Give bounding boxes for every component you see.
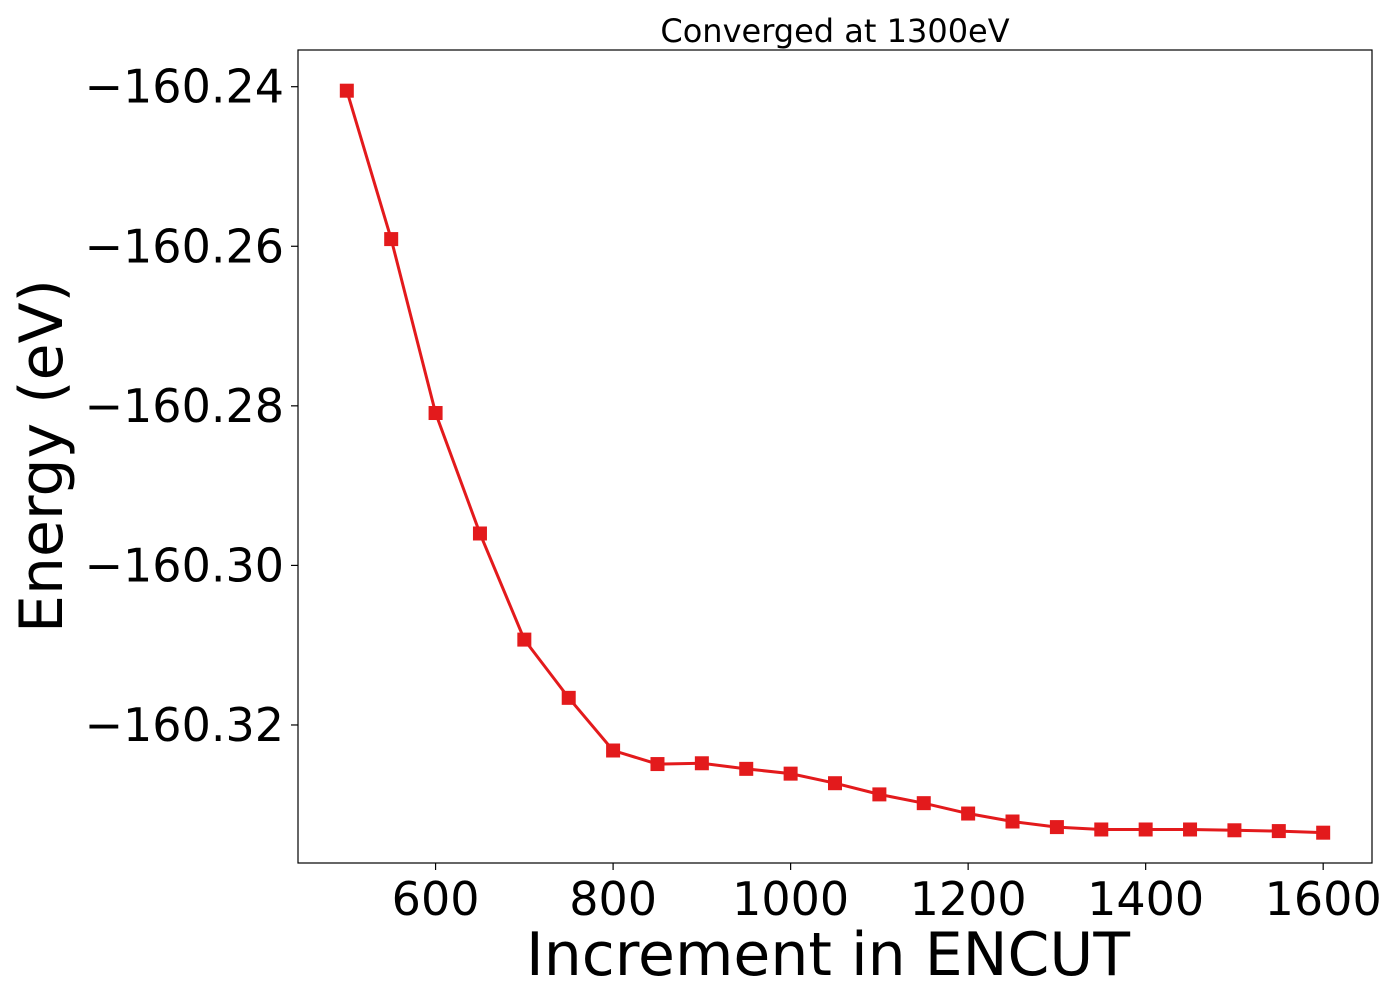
data-point-marker (428, 406, 443, 421)
data-point-marker (1094, 822, 1109, 837)
data-point-marker (694, 756, 709, 771)
chart-title: Converged at 1300eV (660, 12, 1009, 50)
data-point-marker (1138, 822, 1153, 837)
data-point-marker (472, 526, 487, 541)
y-tick-label: −160.32 (85, 698, 285, 752)
y-axis: −160.24 −160.26 −160.28 −160.30 −160.32 (85, 60, 298, 752)
x-tick-label: 1400 (1087, 872, 1204, 926)
data-point-marker (828, 776, 842, 791)
y-axis-label: Energy (eV) (7, 279, 77, 633)
data-point-marker (961, 806, 976, 821)
x-tick-label: 1600 (1265, 872, 1382, 926)
y-tick-label: −160.26 (85, 219, 285, 273)
series-line (345, 90, 1324, 835)
plot-area: −160.24 −160.26 −160.28 −160.30 −160.32 600 8… (85, 49, 1382, 926)
data-point-marker (916, 796, 931, 811)
y-tick-label: −160.30 (85, 538, 285, 592)
energy-series (339, 83, 1331, 840)
x-tick-label: 1000 (732, 872, 849, 926)
data-point-marker (561, 690, 576, 705)
data-point-marker (606, 743, 621, 758)
data-point-marker (517, 632, 532, 647)
data-point-marker (1183, 822, 1198, 837)
x-axis-label: Increment in ENCUT (526, 920, 1130, 990)
data-point-marker (384, 232, 399, 247)
data-point-marker (339, 83, 354, 98)
data-point-marker (1271, 824, 1286, 839)
data-point-marker (783, 766, 798, 781)
y-tick-label: −160.24 (85, 60, 285, 114)
x-tick-label: 600 (392, 872, 480, 926)
data-point-marker (1227, 823, 1242, 838)
y-tick-label: −160.28 (85, 379, 285, 433)
data-point-marker (1049, 820, 1064, 835)
data-point-marker (872, 787, 887, 802)
x-tick-label: 1200 (910, 872, 1027, 926)
data-point-marker (1005, 814, 1020, 829)
x-tick-label: 800 (569, 872, 657, 926)
plot-frame (297, 49, 1373, 864)
data-point-marker (739, 761, 754, 776)
x-axis: 600 800 1000 1200 1400 1600 (392, 863, 1382, 926)
data-point-marker (1316, 825, 1331, 840)
data-point-marker (650, 757, 665, 772)
